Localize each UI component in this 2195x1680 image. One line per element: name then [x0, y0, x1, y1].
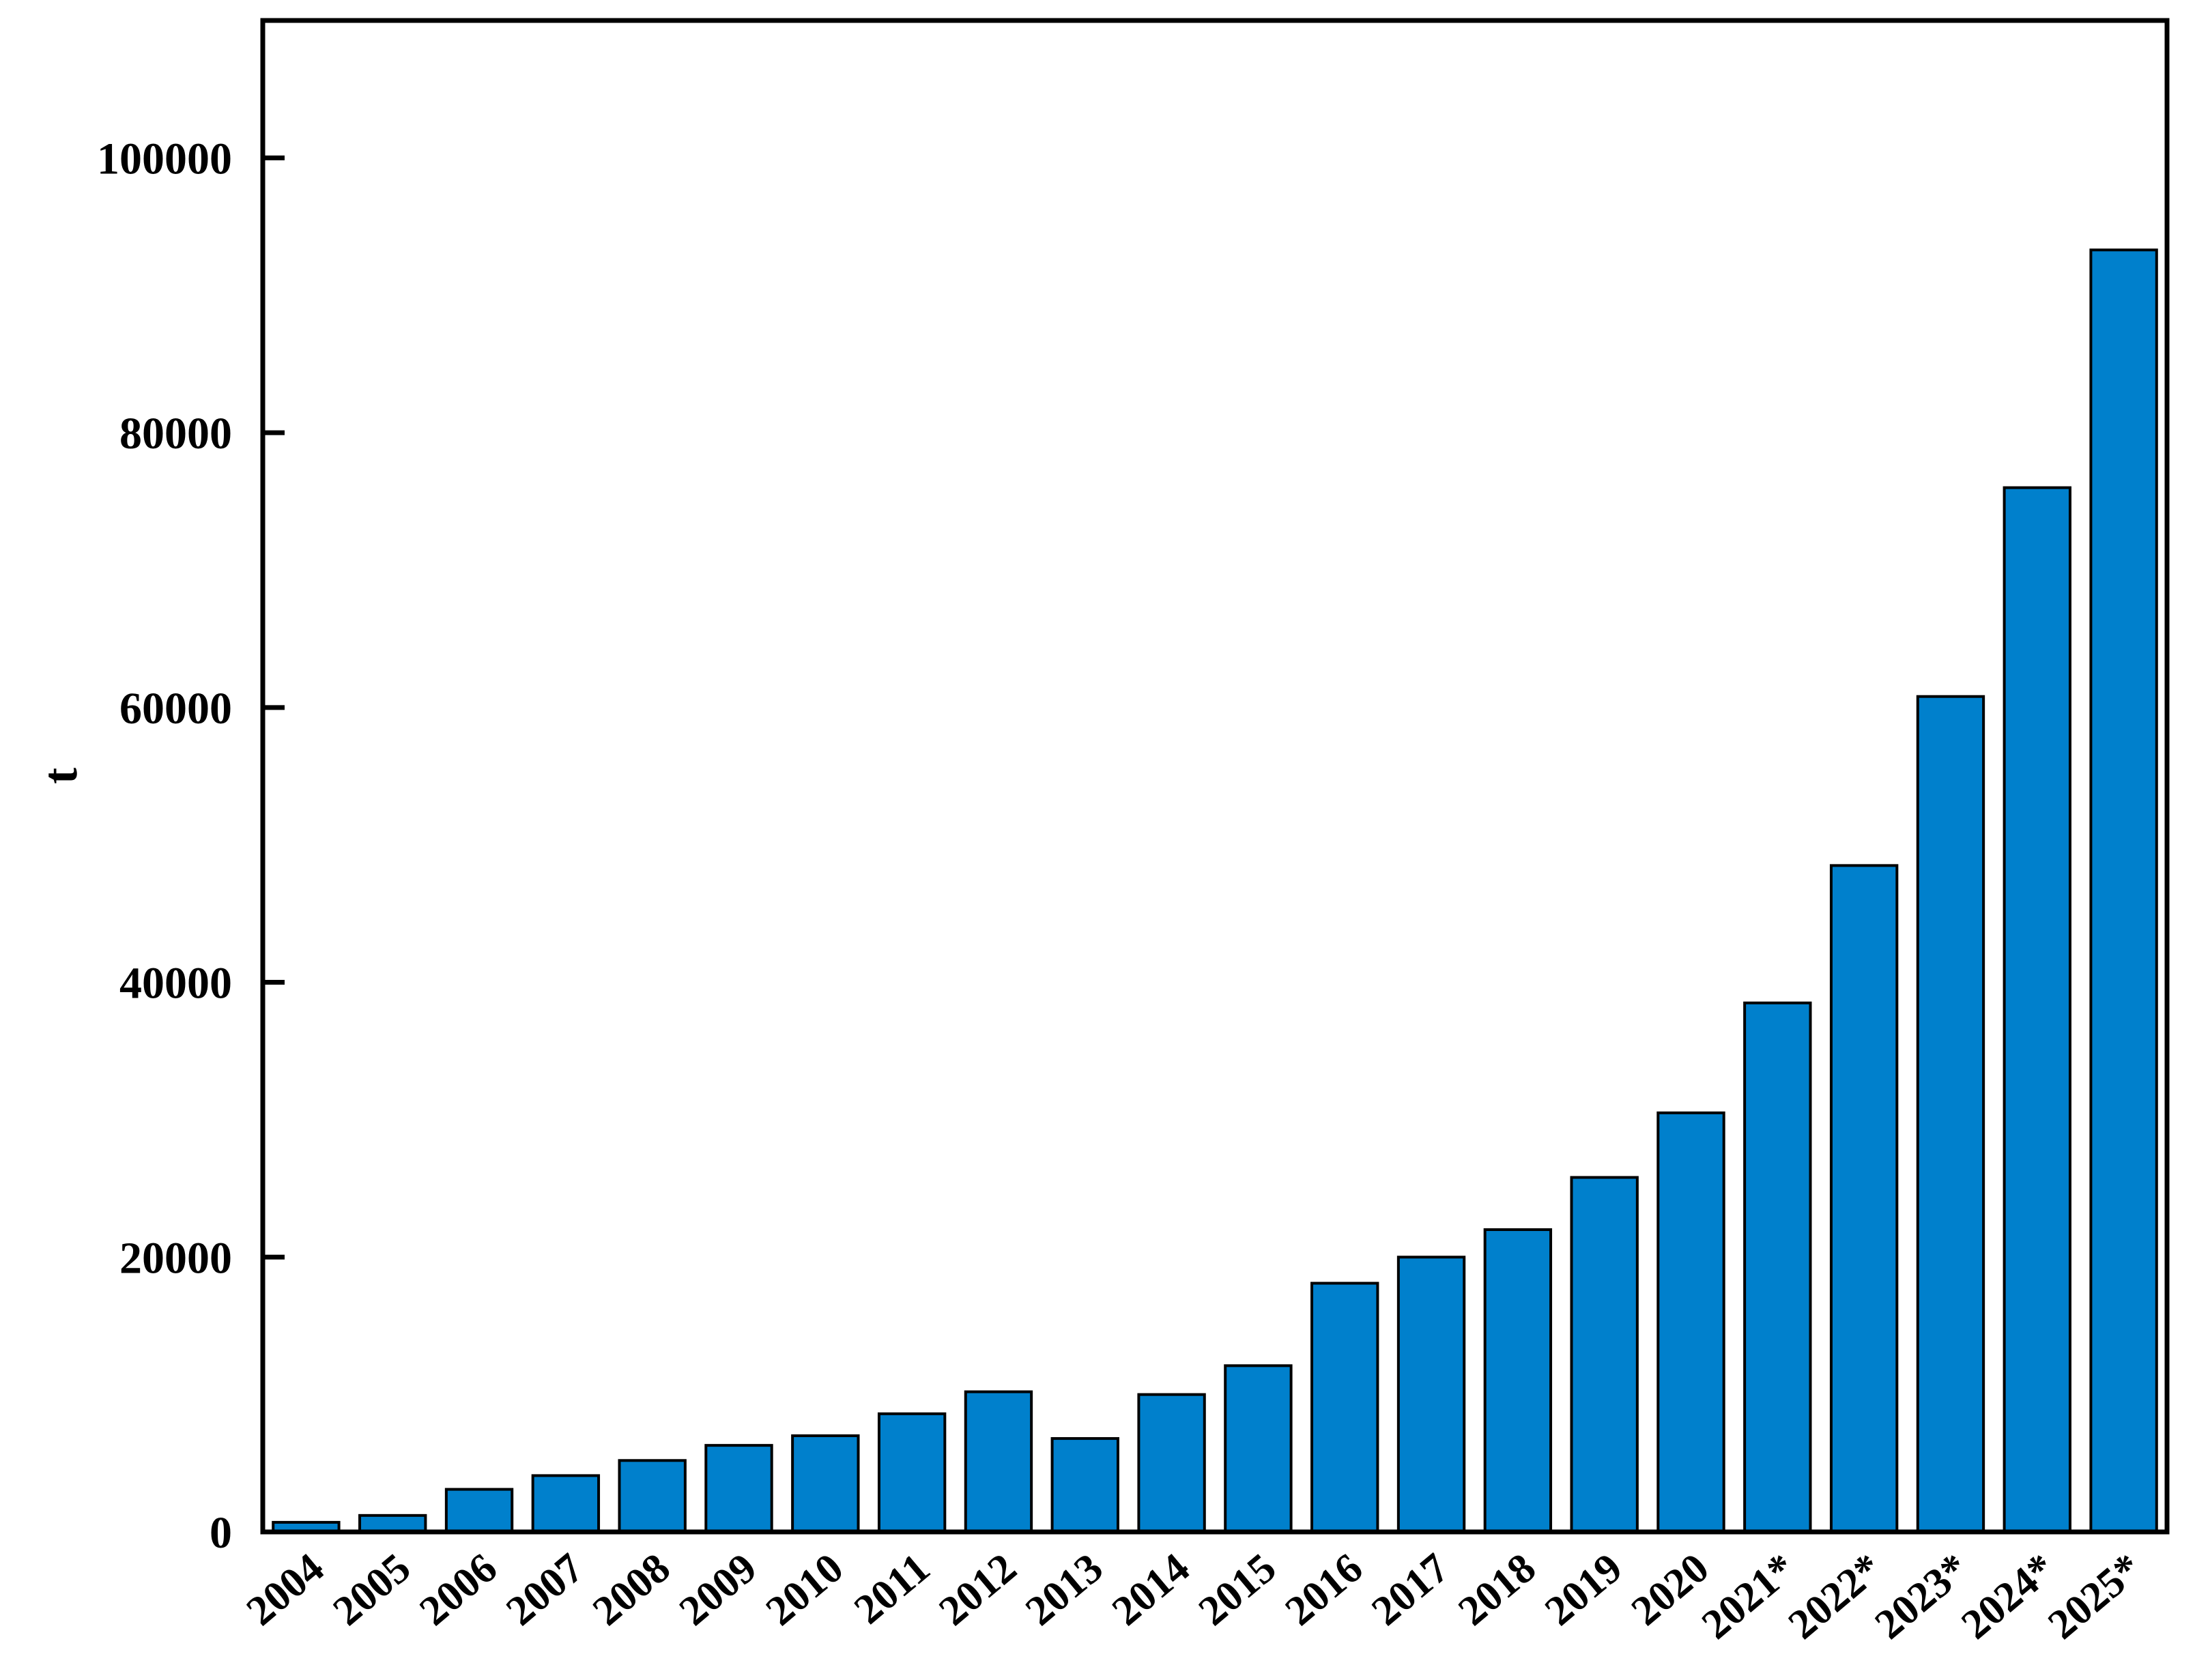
y-axis: 0 20000 40000 60000 80000 100000: [97, 134, 285, 1558]
x-tick-label: 2010: [758, 1545, 852, 1635]
x-tick-label: 2006: [411, 1545, 506, 1635]
x-axis: 2004200520062007200820092010201120122013…: [238, 1545, 2151, 1649]
x-tick-label: 2012: [930, 1545, 1025, 1635]
bar-2018: [1483, 1228, 1553, 1533]
x-tick-label: 2014: [1104, 1545, 1199, 1635]
bar-2010: [791, 1434, 860, 1533]
bar-2007: [531, 1474, 601, 1534]
y-axis-label: t: [33, 768, 87, 784]
x-tick-label: 2021*: [1693, 1545, 1804, 1649]
bar-2015: [1224, 1364, 1293, 1533]
y-tick-label: 80000: [119, 409, 232, 459]
bar-2011: [877, 1412, 947, 1534]
bar-2024-est: [2003, 486, 2071, 1533]
bar-2012: [964, 1390, 1033, 1534]
bar-2023-est: [1916, 695, 1985, 1533]
x-tick-label: 2015: [1190, 1545, 1285, 1635]
bar-2025-est: [2089, 248, 2158, 1534]
x-tick-label: 2022*: [1780, 1545, 1891, 1649]
y-tick-label: 40000: [119, 959, 232, 1009]
bar-2013: [1050, 1437, 1119, 1534]
bar-2008: [618, 1459, 687, 1534]
bar-2020: [1656, 1111, 1725, 1534]
x-tick-label: 2013: [1017, 1545, 1112, 1635]
bar-2005: [358, 1514, 427, 1534]
y-tick-label: 100000: [97, 134, 232, 184]
x-tick-label: 2019: [1536, 1545, 1631, 1635]
x-tick-label: 2016: [1277, 1545, 1372, 1635]
plot-frame: [260, 18, 2170, 1535]
x-tick-label: 2017: [1363, 1545, 1458, 1635]
bar-2022-est: [1829, 864, 1899, 1533]
x-tick-label: 2004: [238, 1545, 333, 1635]
x-tick-label: 2023*: [1867, 1545, 1977, 1649]
x-tick-label: 2008: [584, 1545, 679, 1635]
x-tick-label: 2025*: [2039, 1545, 2150, 1649]
bars-group: [272, 248, 2158, 1534]
x-tick-label: 2005: [325, 1545, 420, 1635]
bar-2014: [1137, 1393, 1206, 1533]
bar-2017: [1396, 1256, 1466, 1533]
bar-2021-est: [1743, 1001, 1812, 1533]
x-tick-label: 2009: [671, 1545, 766, 1635]
y-tick-label: 20000: [119, 1233, 232, 1283]
bar-2016: [1310, 1281, 1379, 1534]
y-tick-label: 0: [210, 1508, 232, 1558]
x-tick-label: 2018: [1450, 1545, 1545, 1635]
bar-2009: [704, 1444, 773, 1533]
bar-2019: [1570, 1176, 1639, 1533]
x-tick-label: 2011: [846, 1545, 938, 1634]
y-tick-label: 60000: [119, 684, 232, 734]
bar-2006: [444, 1488, 514, 1534]
x-tick-label: 2024*: [1953, 1545, 2063, 1649]
x-tick-label: 2007: [498, 1545, 592, 1635]
